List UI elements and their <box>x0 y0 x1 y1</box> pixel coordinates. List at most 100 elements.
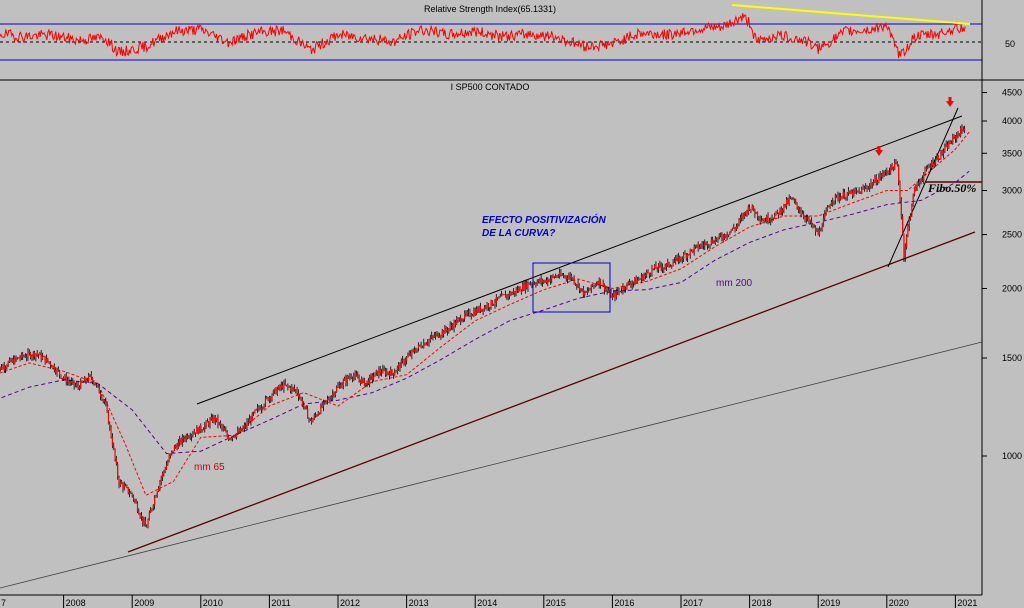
candle-body <box>660 264 662 268</box>
candle-body <box>507 294 509 297</box>
candle-body <box>774 214 776 219</box>
candle-body <box>156 491 158 497</box>
candle-body <box>528 282 530 285</box>
candle-body <box>727 234 730 236</box>
candle-body <box>718 234 720 238</box>
candle-body <box>830 202 832 206</box>
rsi-divergence-trendline <box>731 4 971 25</box>
candle-body <box>809 220 811 222</box>
candle-body <box>30 353 32 358</box>
candle-body <box>22 353 24 357</box>
candle-body <box>205 421 207 426</box>
candle-body <box>8 359 11 363</box>
candle-body <box>568 276 570 280</box>
candle-body <box>347 376 350 378</box>
candle-body <box>935 159 937 164</box>
candle-body <box>146 526 148 528</box>
candle-body <box>59 370 61 375</box>
candle-body <box>378 369 380 376</box>
candle-body <box>863 187 865 189</box>
candle-body <box>920 180 922 182</box>
x-tick-label: 7 <box>1 598 6 608</box>
candle-body <box>895 162 897 164</box>
candle-body <box>308 418 310 420</box>
candle-body <box>36 353 38 355</box>
candle-body <box>825 210 827 214</box>
candle-body <box>937 156 939 160</box>
candle-body <box>264 397 267 405</box>
candle-body <box>624 288 627 290</box>
candle-body <box>712 239 714 243</box>
candle-body <box>291 387 293 391</box>
candle-body <box>387 371 389 374</box>
candle-body <box>403 359 405 364</box>
candle-body <box>497 297 499 299</box>
candle-body <box>611 295 613 298</box>
candle-body <box>183 437 185 440</box>
candle-body <box>375 370 377 373</box>
candle-body <box>193 432 195 435</box>
candle-body <box>846 193 848 198</box>
candle-body <box>749 206 751 210</box>
candle-body <box>685 254 687 258</box>
candle-body <box>648 272 650 275</box>
candle-body <box>18 357 20 359</box>
candle-body <box>742 215 744 218</box>
candle-body <box>105 401 107 405</box>
candle-body <box>123 485 125 489</box>
candle-body <box>788 198 790 203</box>
candle-body <box>766 216 768 222</box>
x-tick-label: 2014 <box>477 598 497 608</box>
candle-body <box>164 469 166 472</box>
candle-body <box>858 191 860 193</box>
candle-body <box>813 226 815 227</box>
candle-body <box>263 404 265 408</box>
candle-body <box>303 405 305 407</box>
candle-body <box>329 399 331 401</box>
candle-body <box>423 343 425 348</box>
candle-body <box>429 338 431 340</box>
candle-body <box>15 357 17 359</box>
candle-body <box>561 275 563 277</box>
candle-body <box>376 370 379 376</box>
candle-body <box>380 372 383 374</box>
candle-body <box>588 290 590 292</box>
candle-body <box>218 422 220 425</box>
candle-body <box>239 428 241 433</box>
candle-body <box>821 227 823 230</box>
candle-body <box>785 199 788 207</box>
candle-body <box>453 321 455 329</box>
candle-body <box>466 312 468 315</box>
candle-body <box>47 358 49 362</box>
candle-body <box>299 396 301 398</box>
candle-body <box>781 209 784 213</box>
candle-body <box>307 408 309 419</box>
candle-body <box>908 218 910 227</box>
candle-body <box>208 422 210 426</box>
candle-body <box>791 197 793 200</box>
candle-body <box>155 496 157 498</box>
candle-body <box>396 366 398 371</box>
candle-body <box>317 413 319 416</box>
candle-body <box>795 201 797 203</box>
candle-body <box>921 179 924 181</box>
candle-body <box>452 326 454 329</box>
candle-body <box>103 400 106 402</box>
candle-body <box>961 127 963 130</box>
candle-body <box>626 282 628 289</box>
candle-body <box>519 288 521 292</box>
candle-body <box>787 199 789 203</box>
channel-lower-line <box>127 231 976 553</box>
price-y-axis: 1000 1500 2000 2500 3000 3500 4000 4500 <box>982 88 1022 461</box>
y-tick-label: 1000 <box>1002 451 1022 461</box>
candle-body <box>495 297 497 303</box>
candle-body <box>247 421 249 423</box>
candle-body <box>526 282 528 289</box>
x-tick-label: 2016 <box>614 598 634 608</box>
candle-body <box>184 439 186 440</box>
candle-body <box>499 296 501 298</box>
x-tick-label: 2008 <box>66 598 86 608</box>
candle-body <box>190 434 193 438</box>
candle-body <box>533 282 536 285</box>
candle-body <box>23 356 25 358</box>
